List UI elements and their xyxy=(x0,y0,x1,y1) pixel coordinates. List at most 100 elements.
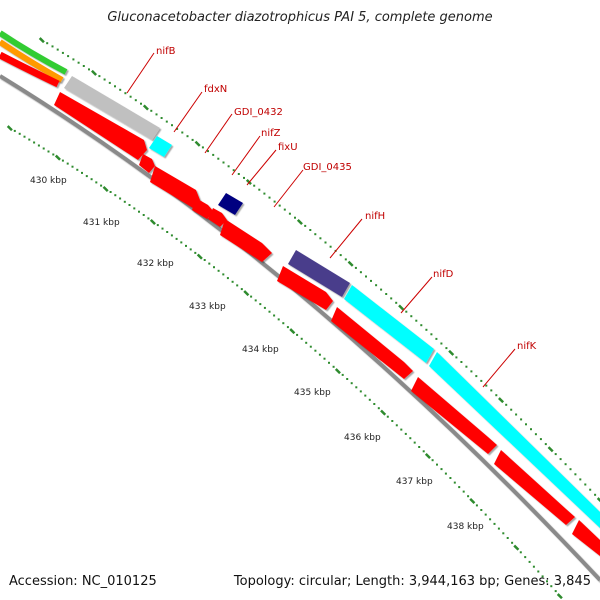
outer-tick-61 xyxy=(354,266,357,269)
inner-tick-48 xyxy=(236,284,239,287)
outer-tick-44 xyxy=(268,196,271,199)
outer-tick-30 xyxy=(194,140,201,147)
outer-tick-60 xyxy=(347,260,354,267)
inner-tick-110 xyxy=(513,544,520,551)
outer-tick-10 xyxy=(91,69,98,76)
inner-tick-26 xyxy=(133,207,136,210)
inner-tick-1 xyxy=(13,129,16,132)
inner-tick-82 xyxy=(391,420,394,422)
outer-tick-94 xyxy=(520,418,523,421)
inner-tick-14 xyxy=(76,168,79,171)
outer-tick-27 xyxy=(181,131,184,134)
label-nifD: nifD xyxy=(433,269,454,280)
inner-tick-42 xyxy=(208,262,211,265)
inner-tick-60 xyxy=(289,328,296,335)
label-nifB: nifB xyxy=(156,46,176,57)
outer-tick-85 xyxy=(475,375,478,378)
inner-tick-15 xyxy=(81,171,83,174)
inner-tick-74 xyxy=(355,386,358,389)
outer-tick-55 xyxy=(324,241,327,244)
outer-tick-58 xyxy=(339,254,342,257)
inner-tick-54 xyxy=(263,306,266,309)
outer-tick-102 xyxy=(559,458,562,461)
inner-tick-50 xyxy=(243,290,250,297)
label-fdxN: fdxN xyxy=(204,84,227,95)
inner-tick-13 xyxy=(71,165,74,168)
inner-tick-119 xyxy=(554,590,557,593)
inner-tick-117 xyxy=(546,580,548,583)
inner-tick-113 xyxy=(528,560,531,563)
inner-tick-57 xyxy=(277,318,280,321)
outer-tick-109 xyxy=(594,493,597,496)
label-GDI_0435: GDI_0435 xyxy=(303,162,352,173)
cds-arrow-6 xyxy=(220,219,272,262)
inner-tick-104 xyxy=(489,518,492,521)
callout-GDI_0432: GDI_0432 xyxy=(204,107,283,154)
inner-tick-102 xyxy=(480,509,483,511)
outer-tick-15 xyxy=(119,88,122,91)
outer-tick-53 xyxy=(314,233,317,236)
outer-tick-68 xyxy=(390,297,393,300)
inner-tick-77 xyxy=(368,398,371,401)
inner-tick-63 xyxy=(305,341,308,344)
callout-nifK: nifK xyxy=(482,341,537,388)
inner-tick-59 xyxy=(286,326,289,329)
callout-nifD: nifD xyxy=(400,269,454,314)
outer-tick-31 xyxy=(201,146,204,149)
inner-tick-3 xyxy=(23,135,26,138)
outer-tick-77 xyxy=(435,337,438,340)
inner-tick-9 xyxy=(52,153,55,156)
inner-tick-45 xyxy=(222,273,225,276)
callout-nifH: nifH xyxy=(329,211,385,259)
inner-tick-5 xyxy=(33,141,36,144)
outer-tick-108 xyxy=(589,488,592,491)
outer-tick-97 xyxy=(534,433,537,436)
inner-tick-31 xyxy=(156,224,159,227)
inner-tick-12 xyxy=(66,162,69,165)
inner-tick-87 xyxy=(413,441,416,444)
inner-tick-114 xyxy=(532,565,535,568)
kbp-label-438: 438 kbp xyxy=(447,522,484,532)
outer-tick-80 xyxy=(448,349,455,356)
inner-tick-115 xyxy=(537,570,540,573)
outer-tick-92 xyxy=(510,408,513,411)
outer-tick-104 xyxy=(569,468,572,471)
inner-tick-84 xyxy=(400,428,403,431)
outer-tick-99 xyxy=(544,443,547,446)
inner-tick-44 xyxy=(217,269,220,272)
cds-arrow-5 xyxy=(208,208,227,227)
outer-tick-6 xyxy=(72,58,75,61)
inner-tick-70 xyxy=(334,368,341,375)
outer-tick-26 xyxy=(176,127,179,130)
callout-GDI_0435: GDI_0435 xyxy=(273,162,352,208)
inner-tick-66 xyxy=(318,353,321,356)
inner-tick-112 xyxy=(524,556,527,559)
outer-tick-42 xyxy=(258,188,261,191)
label-nifH: nifH xyxy=(365,211,385,222)
inner-tick-100 xyxy=(469,497,476,504)
cds-arrow-9 xyxy=(411,377,497,454)
outer-tick-39 xyxy=(243,176,245,179)
inner-tick-36 xyxy=(180,241,183,244)
outer-tick-100 xyxy=(547,446,554,453)
inner-tick-47 xyxy=(231,280,234,283)
outer-tick-49 xyxy=(294,216,296,219)
outer-tick-47 xyxy=(283,208,286,211)
outer-tick-105 xyxy=(574,473,577,476)
label-nifZ: nifZ xyxy=(261,128,281,139)
inner-tick-17 xyxy=(90,178,93,181)
inner-tick-39 xyxy=(194,251,197,254)
kbp-label-436: 436 kbp xyxy=(344,433,381,443)
inner-tick-8 xyxy=(47,150,50,153)
outer-tick-25 xyxy=(171,124,173,127)
inner-tick-30 xyxy=(149,218,156,225)
outer-tick-38 xyxy=(237,173,240,175)
outer-tick-1 xyxy=(46,42,49,45)
inner-tick-58 xyxy=(282,322,285,325)
kbp-label-430: 430 kbp xyxy=(30,176,67,186)
inner-tick-38 xyxy=(189,248,192,251)
inner-tick-64 xyxy=(309,345,312,348)
inner-tick-73 xyxy=(350,382,353,385)
inner-tick-6 xyxy=(37,144,40,147)
